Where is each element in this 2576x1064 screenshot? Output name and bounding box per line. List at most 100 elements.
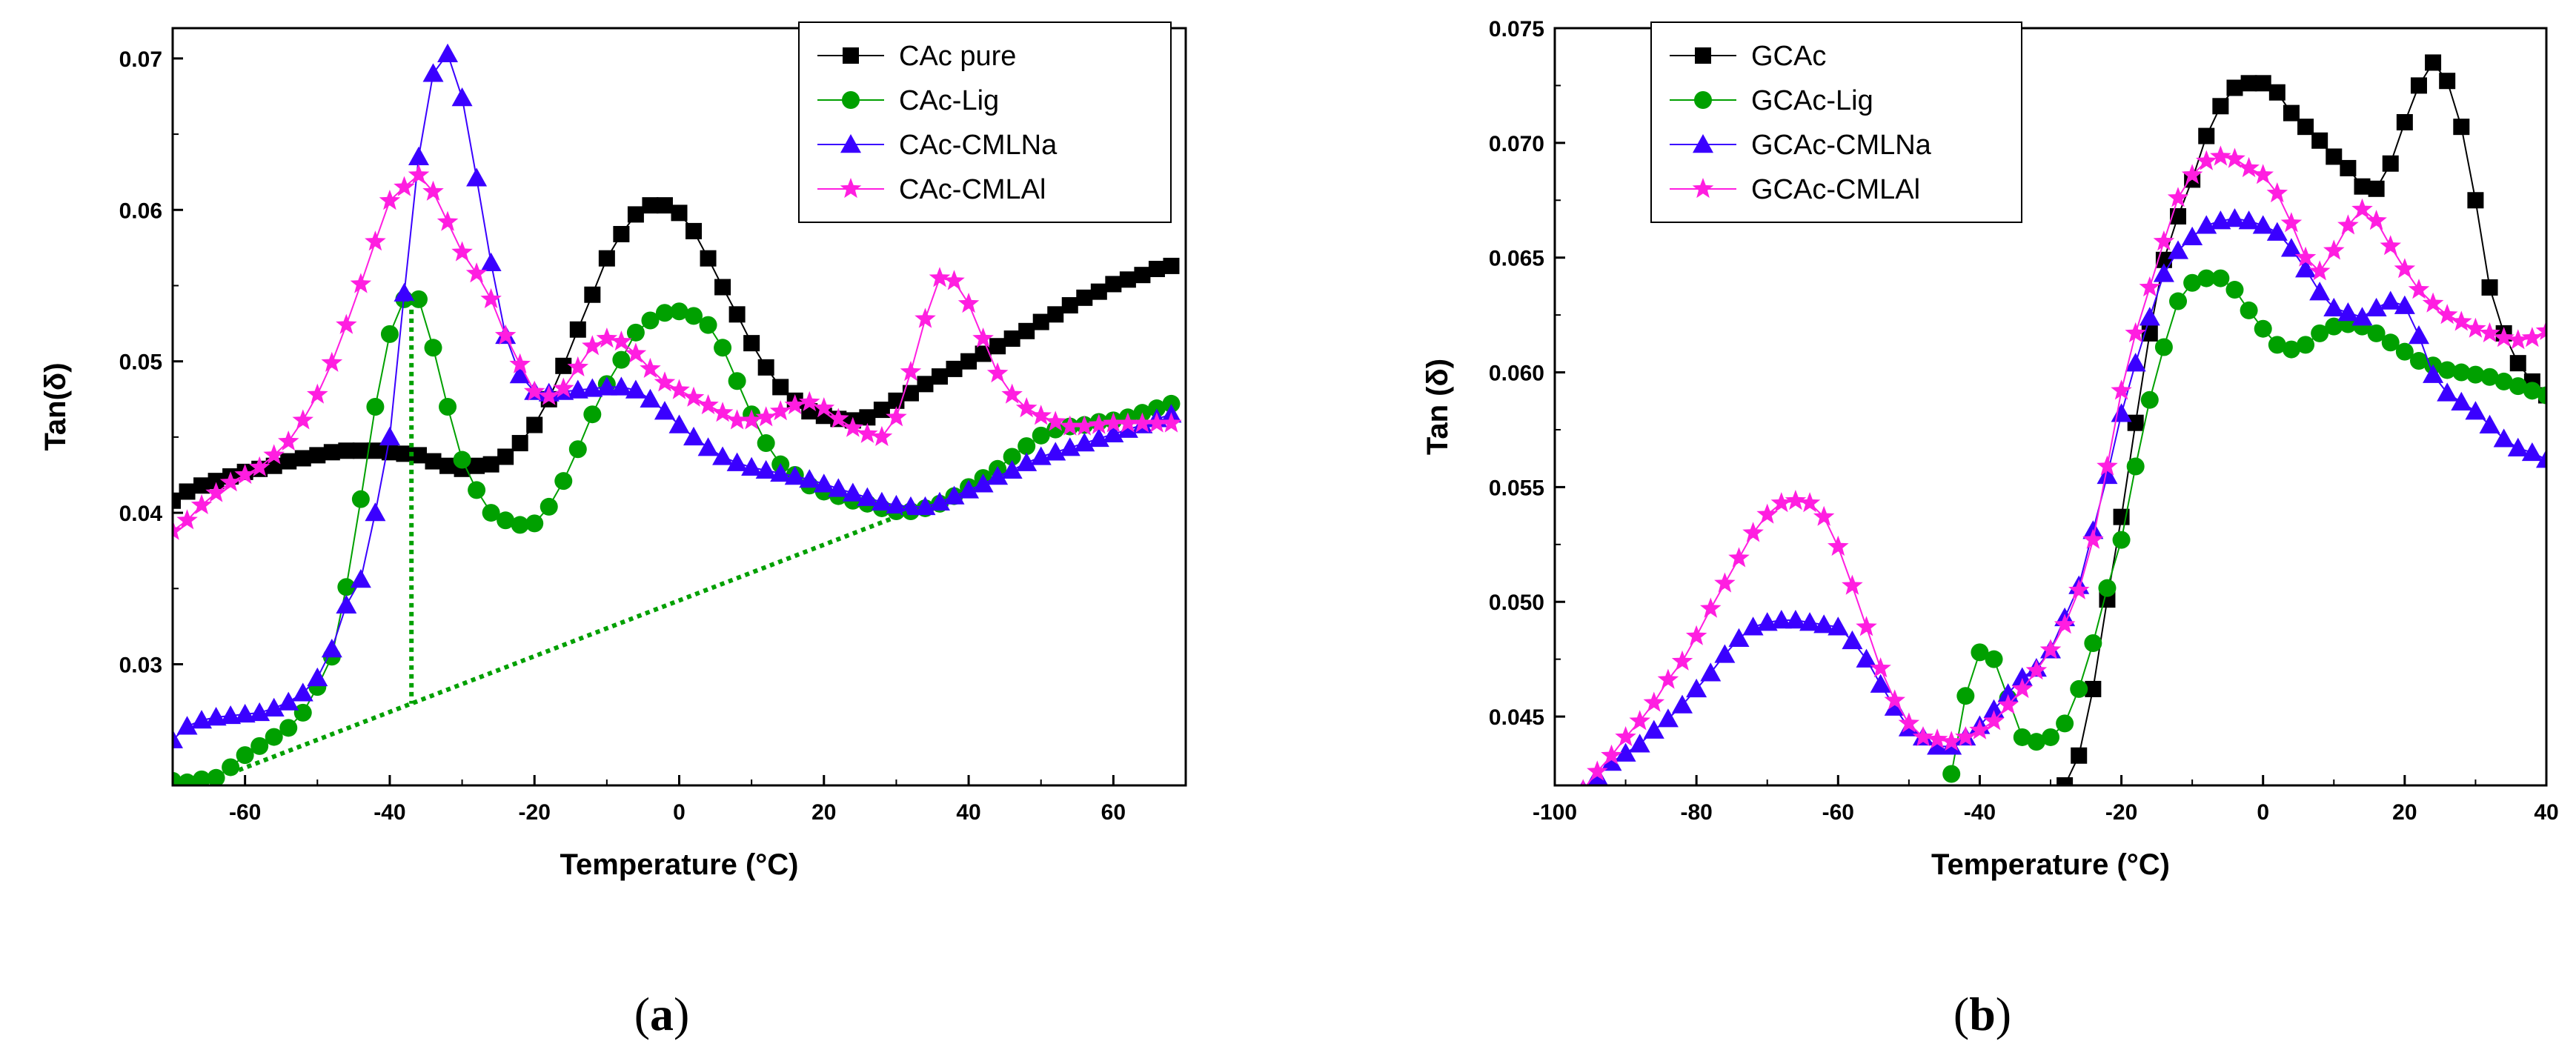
chart-b-series-2-point (2153, 263, 2174, 282)
chart-b-series-3-point (1742, 522, 1764, 542)
chart-a-series-3-point (1088, 413, 1110, 434)
chart-b-series-3-point (2011, 677, 2033, 699)
chart-b-series-0-point (2311, 132, 2328, 149)
chart-a-series-0-point (1105, 276, 1122, 293)
chart-b-series-3-point (1770, 492, 1793, 513)
chart-a-series-3-point (697, 394, 719, 415)
chart-a-x-tick-label: 0 (673, 800, 686, 825)
chart-b-series-line-1 (1951, 277, 2546, 774)
chart-a-series-1-point (424, 339, 442, 357)
chart-a-series-2-point (451, 87, 473, 107)
chart-a-series-0-point (482, 456, 499, 473)
chart-a-series-2-point (422, 63, 444, 82)
chart-b-series-2-point (2380, 290, 2401, 310)
chart-b-series-3-point (1601, 744, 1622, 765)
chart-b-series-1-point (2027, 733, 2045, 751)
chart-b-series-1-point (2381, 333, 2400, 352)
chart-b-series-2-point (1672, 694, 1693, 714)
chart-a-legend-marker (842, 91, 860, 109)
chart-b-series-1-point (2438, 361, 2457, 379)
chart-b-series-2-point (1615, 742, 1636, 762)
chart-b-series-0-point (2368, 180, 2385, 197)
chart-a-series-3-point (1074, 415, 1095, 436)
chart-b-x-tick-label: 0 (2257, 800, 2269, 825)
chart-a-series-0-point (757, 359, 774, 376)
chart-a-series-0-point (714, 279, 731, 296)
chart-b-y-tick-label: 0.050 (1489, 591, 1544, 615)
chart-a-series-0-point (497, 448, 514, 465)
chart-b-series-1-point (2240, 301, 2258, 319)
chart-a-y-tick-label: 0.07 (119, 47, 162, 72)
chart-b-series-1-point (2254, 319, 2272, 338)
chart-a-series-2-point (900, 496, 921, 516)
chart-b-series-3-point (2493, 327, 2514, 348)
chart-b-series-1-point (2466, 365, 2485, 384)
chart-a-series-0-point (772, 379, 789, 396)
chart-b-series-1-point (1985, 650, 2003, 668)
chart-a-series-2-point (755, 459, 777, 479)
chart-a-series-3-point (307, 383, 328, 404)
chart-a-y-axis-label: Tan(δ) (39, 362, 72, 450)
chart-a-series-2-point (220, 705, 242, 725)
chart-b-series-3-point (2451, 310, 2472, 331)
chart-b-series-3-point (1671, 650, 1693, 671)
chart-a-series-1-point (236, 746, 254, 765)
chart-a-series-3-point (813, 397, 835, 418)
chart-b-series-2-point (2266, 222, 2288, 241)
chart-a-series-3-point (219, 471, 242, 492)
chart-a-y-tick-label: 0.03 (119, 653, 162, 677)
chart-a-series-2-point (1016, 452, 1038, 471)
chart-b-series-2-point (2507, 437, 2529, 456)
chart-b-series-2-point (1856, 648, 1877, 668)
chart-a-series-3-point (1059, 415, 1080, 436)
chart-a-series-3-point (957, 293, 980, 313)
chart-b-series-3-point (1940, 731, 1962, 751)
chart-a-series-0-point (627, 206, 644, 223)
chart-b-series-3-point (1983, 710, 2005, 731)
chart-b-series-2-point (1842, 630, 1863, 650)
chart-b-series-1-point (2268, 336, 2286, 354)
chart-a-series-0-point (1090, 283, 1107, 300)
chart-b-series-1-point (2211, 269, 2230, 287)
chart-a-series-0-point (1061, 297, 1078, 314)
chart-b-series-3-point (2337, 214, 2359, 235)
chart-a-series-3-point (365, 230, 386, 251)
chart-a-series-0-point (425, 453, 442, 470)
chart-b-series-1-point (2098, 579, 2117, 597)
chart-b-y-tick-label: 0.055 (1489, 476, 1544, 500)
chart-b-series-3-point (2507, 329, 2529, 350)
chart-b-series-3-point (1828, 535, 1849, 556)
chart-a-series-0-point (511, 435, 528, 452)
chart-a-series-3-point (190, 493, 213, 514)
chart-a-series-2-point (813, 473, 834, 493)
chart-a-series-3-point (1117, 412, 1139, 433)
chart-a-series-2-point (596, 376, 617, 396)
chart-a-series-1-point (540, 497, 558, 516)
chart-a-series-3-point (914, 307, 936, 328)
chart-a-legend-label: CAc pure (899, 41, 1016, 72)
chart-b-series-3-point (2366, 210, 2387, 230)
chart-b-series-2-point (1770, 610, 1792, 629)
chart-a-series-1-point (511, 516, 529, 534)
chart-b-series-1-point (2452, 363, 2471, 382)
chart-a-series-2-point (668, 414, 690, 433)
chart-a-series-3-point (784, 394, 806, 415)
chart-b-series-3-point (1969, 719, 1991, 739)
chart-b-series-2-point (1643, 719, 1664, 739)
chart-b-series-1-point (2112, 531, 2131, 549)
chart-b-series-2-point (1629, 734, 1650, 753)
chart-a-series-1-point (193, 770, 211, 785)
chart-a-series-2-point (726, 452, 748, 471)
chart-a-series-1-point (612, 350, 631, 369)
chart-a-series-3-point (986, 362, 1009, 383)
chart-a-series-3-point (523, 380, 545, 401)
chart-b-y-tick-label: 0.070 (1489, 132, 1544, 156)
chart-a-series-0-point (280, 453, 297, 470)
chart-b-series-3-point (2196, 150, 2217, 170)
chart-a-legend-label: CAc-CMLAl (899, 174, 1046, 205)
chart-panel-a: -60 -40 -20 0 20 40 60 0.03 0.04 0.05 0.06 0.07 Tem… (39, 21, 1187, 1040)
chart-a-series-3-point (828, 408, 849, 428)
chart-a-series-2-point (480, 252, 502, 272)
chart-a-series-1-point (1162, 394, 1181, 413)
